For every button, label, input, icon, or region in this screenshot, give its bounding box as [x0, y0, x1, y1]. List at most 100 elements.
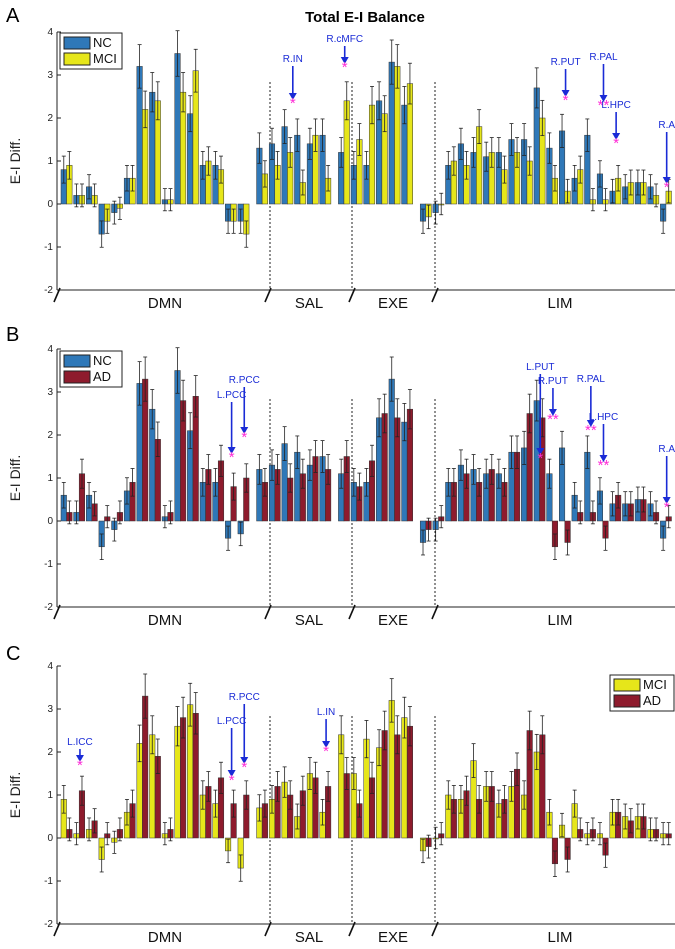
- axis-break-slash: [53, 287, 61, 303]
- annotation-arrowhead: [288, 93, 297, 100]
- legend-swatch-mci: [63, 52, 91, 66]
- annotation-label: R.PUT: [551, 57, 581, 68]
- y-axis-label: E-I Diff.: [7, 138, 23, 184]
- legend-swatch-nc: [63, 36, 91, 50]
- annotation-arrowhead: [561, 90, 570, 97]
- annotation-label: L.IN: [317, 707, 335, 718]
- y-tick-label: 2: [47, 113, 53, 124]
- significance-star: *: [563, 92, 569, 109]
- y-tick-label: -1: [44, 242, 53, 253]
- group-label-lim: LIM: [547, 295, 572, 312]
- y-tick-label: -2: [44, 602, 53, 613]
- group-label-exe: EXE: [378, 295, 408, 312]
- significance-star: *: [229, 449, 235, 466]
- annotation-arrowhead: [240, 427, 249, 434]
- significance-star: *: [664, 499, 670, 516]
- y-tick-label: 0: [47, 833, 53, 844]
- legend-entry-mci: MCI: [643, 677, 667, 692]
- y-tick-label: -2: [44, 919, 53, 930]
- axis-break-slash: [348, 604, 356, 620]
- annotation-label: R.PCC: [229, 692, 260, 703]
- annotation-label: R.PAL: [589, 52, 618, 63]
- annotation-arrowhead: [662, 177, 671, 184]
- annotation-label: L.PCC: [217, 716, 246, 727]
- annotation-label: L.HPC: [589, 412, 618, 423]
- legend-swatch-mci: [613, 678, 641, 692]
- annotation-arrowhead: [599, 455, 608, 462]
- annotation-label: R.A: [658, 120, 675, 131]
- group-label-dmn: DMN: [148, 612, 182, 629]
- y-tick-label: 1: [47, 156, 53, 167]
- annotation-label: R.A: [658, 444, 675, 455]
- y-tick-label: 4: [47, 344, 53, 355]
- y-axis-label: E-I Diff.: [7, 772, 23, 818]
- y-axis-label: E-I Diff.: [7, 455, 23, 501]
- y-tick-label: -1: [44, 876, 53, 887]
- significance-star: *: [241, 429, 247, 446]
- significance-star: **: [585, 422, 597, 439]
- significance-star: **: [598, 457, 610, 474]
- y-tick-label: 2: [47, 747, 53, 758]
- annotation-label: L.ICC: [67, 737, 93, 748]
- significance-star: *: [290, 95, 296, 112]
- panel-letter: B: [6, 324, 19, 346]
- group-label-dmn: DMN: [148, 929, 182, 946]
- annotation-label: R.IN: [283, 54, 303, 65]
- legend-entry-ad: AD: [643, 693, 661, 708]
- y-tick-label: 4: [47, 27, 53, 38]
- group-label-lim: LIM: [547, 612, 572, 629]
- significance-star: *: [613, 135, 619, 152]
- group-label-lim: LIM: [547, 929, 572, 946]
- y-tick-label: 1: [47, 790, 53, 801]
- annotation-arrowhead: [586, 420, 595, 427]
- annotation-label: R.PAL: [577, 374, 606, 385]
- axis-break-slash: [431, 921, 439, 937]
- axis-break-slash: [348, 287, 356, 303]
- axis-break-slash: [431, 287, 439, 303]
- axis-break-slash: [264, 287, 272, 303]
- panel-letter: C: [6, 643, 20, 665]
- annotation-arrowhead: [322, 741, 331, 748]
- significance-star: *: [241, 759, 247, 776]
- annotation-arrowhead: [340, 57, 349, 64]
- annotation-label: R.PCC: [229, 375, 260, 386]
- y-tick-label: 3: [47, 387, 53, 398]
- group-label-dmn: DMN: [148, 295, 182, 312]
- figure-title: Total E-I Balance: [305, 9, 425, 26]
- legend-entry-mci: MCI: [93, 51, 117, 66]
- y-tick-label: 0: [47, 199, 53, 210]
- axis-break-slash: [264, 604, 272, 620]
- y-tick-label: 0: [47, 516, 53, 527]
- axis-break-slash: [53, 604, 61, 620]
- axis-break-slash: [264, 921, 272, 937]
- y-tick-label: -1: [44, 559, 53, 570]
- annotation-label: R.cMFC: [326, 34, 363, 45]
- group-label-exe: EXE: [378, 612, 408, 629]
- y-tick-label: 3: [47, 70, 53, 81]
- annotation-arrowhead: [75, 755, 84, 762]
- annotation-label: L.PCC: [217, 390, 246, 401]
- group-label-sal: SAL: [295, 612, 323, 629]
- annotation-arrowhead: [599, 95, 608, 102]
- annotation-label: L.HPC: [601, 100, 630, 111]
- y-tick-label: 1: [47, 473, 53, 484]
- panel-letter: A: [6, 5, 20, 27]
- significance-star: *: [664, 179, 670, 196]
- legend-entry-ad: AD: [93, 369, 111, 384]
- significance-star: *: [323, 743, 329, 760]
- significance-star: *: [342, 59, 348, 76]
- annotation-label: L.PUT: [526, 362, 554, 373]
- annotation-arrowhead: [662, 497, 671, 504]
- legend-entry-nc: NC: [93, 353, 112, 368]
- y-tick-label: 4: [47, 661, 53, 672]
- legend-swatch-ad: [63, 370, 91, 384]
- annotation-arrowhead: [536, 448, 545, 455]
- annotation-arrowhead: [612, 133, 621, 140]
- annotation-arrowhead: [548, 409, 557, 416]
- legend-swatch-nc: [63, 354, 91, 368]
